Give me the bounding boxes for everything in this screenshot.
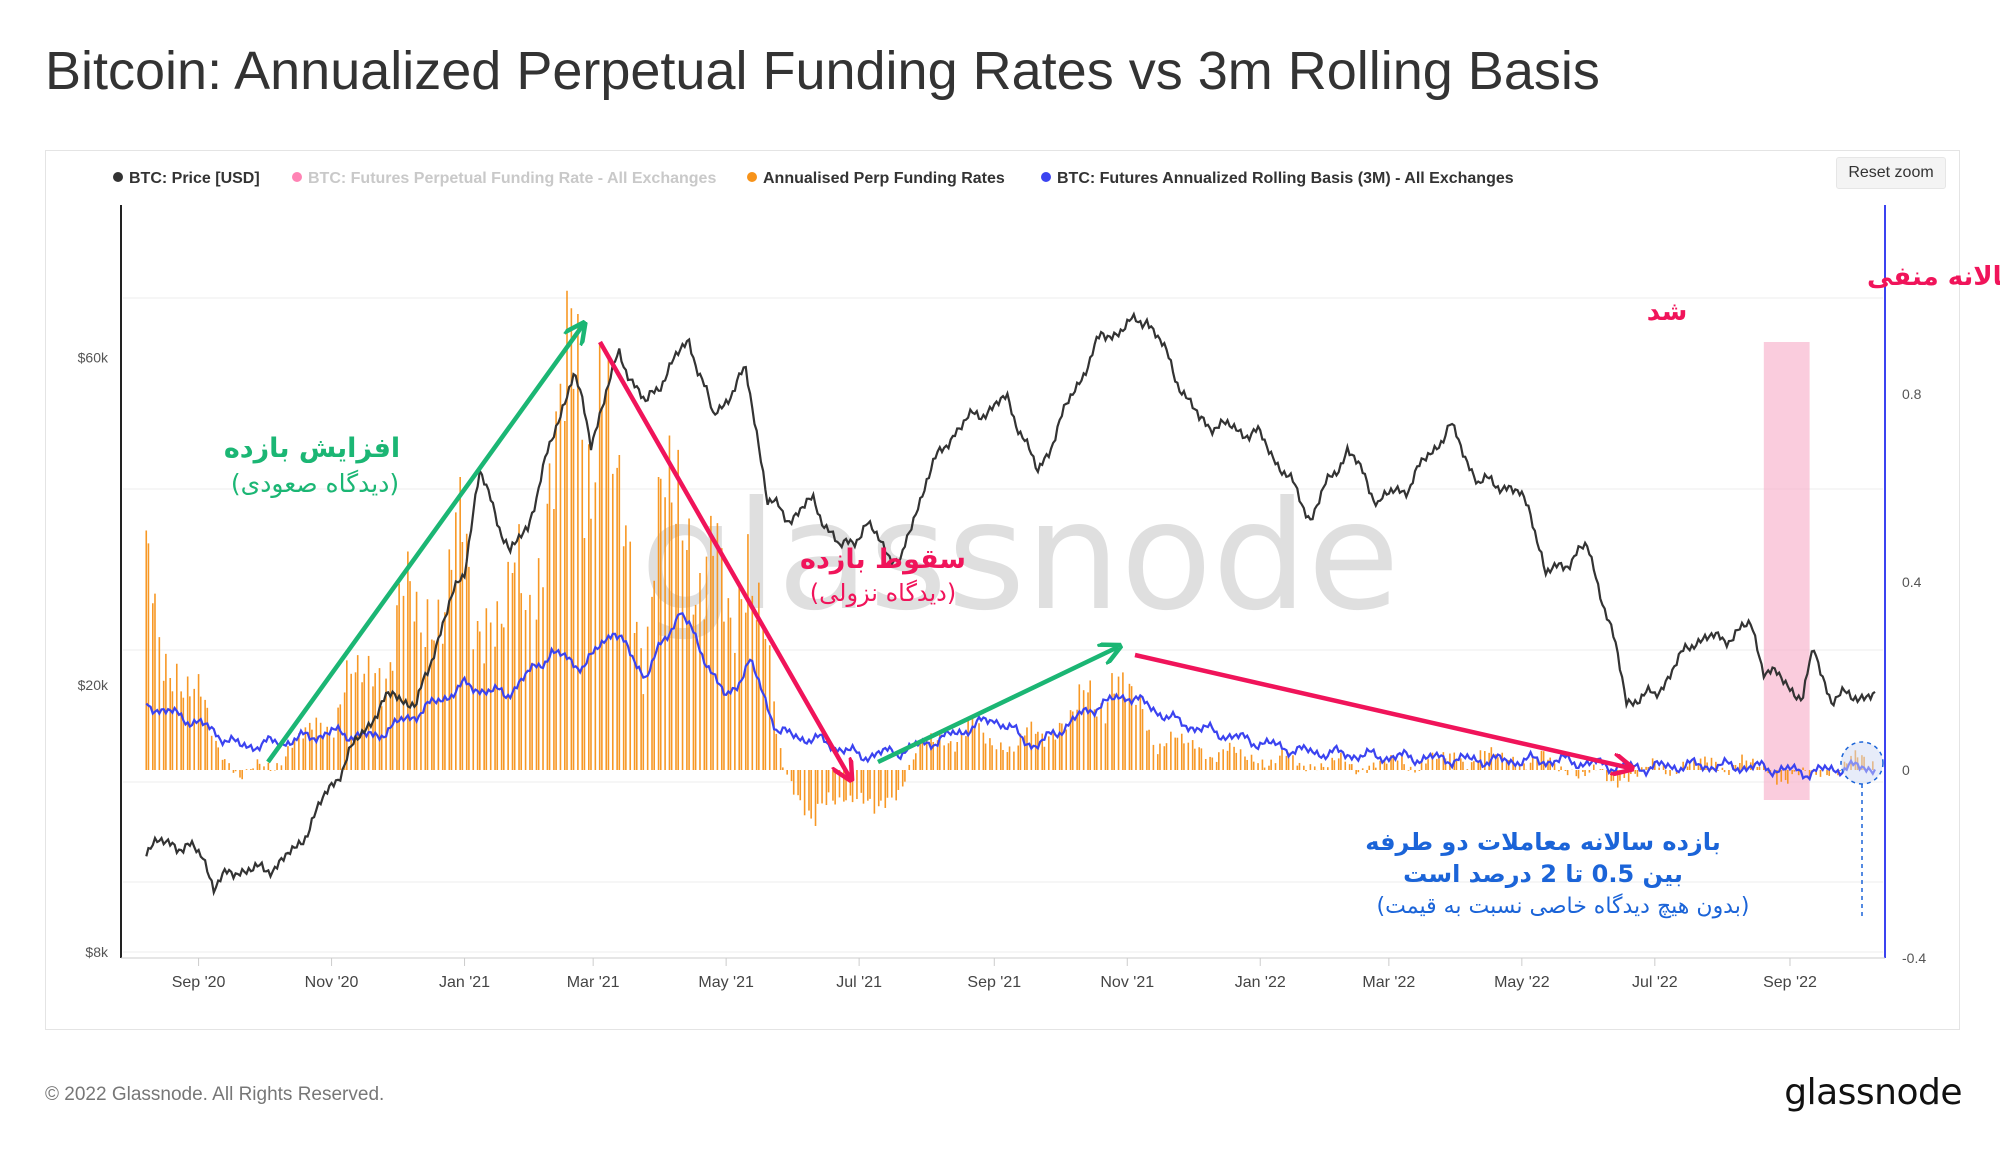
legend-item-2[interactable]: Annualised Perp Funding Rates — [747, 170, 1005, 187]
footer-logo: glassnode — [1784, 1072, 1962, 1113]
basis-annotation-line2: بین 0.5 تا 2 درصد است — [1403, 860, 1683, 888]
left-tick-1: $20k — [78, 677, 109, 693]
left-tick-2: $8k — [85, 944, 109, 960]
legend-dot-1 — [292, 172, 302, 182]
right-tick-2: 0.4 — [1902, 574, 1922, 590]
negative-yield-highlight — [1763, 342, 1810, 800]
watermark-text: glassnode — [640, 470, 1399, 644]
rise-annotation-sub: (دیدگاه صعودی) — [231, 469, 399, 498]
chart-frame — [45, 150, 1960, 1030]
legend-label-3: BTC: Futures Annualized Rolling Basis (3… — [1057, 170, 1514, 187]
rise-annotation-title: افزایش بازده — [224, 433, 400, 464]
negative-yield-annotation-line1: به طور مختصر بازده سالانه منفی — [1867, 262, 2000, 292]
legend-item-3[interactable]: BTC: Futures Annualized Rolling Basis (3… — [1041, 170, 1514, 187]
right-axis-ticks: -0.4 0 0.4 0.8 — [1902, 386, 1926, 966]
negative-yield-annotation-line2: شد — [1647, 297, 1688, 327]
x-tick-7: Nov '21 — [1100, 974, 1154, 991]
legend-item-0[interactable]: BTC: Price [USD] — [113, 170, 260, 187]
rise-arrow-2 — [877, 647, 1118, 765]
x-tick-4: May '21 — [698, 974, 754, 991]
left-axis-ticks: $60k $20k $8k — [78, 349, 109, 960]
legend-dot-3 — [1041, 172, 1051, 182]
legend-item-1[interactable]: BTC: Futures Perpetual Funding Rate - Al… — [292, 170, 716, 187]
x-tick-12: Sep '22 — [1763, 974, 1817, 991]
x-tick-5: Jul '21 — [836, 974, 882, 991]
basis-annotation-sub: (بدون هیچ دیدگاه خاصی نسبت به قیمت) — [1377, 893, 1750, 919]
x-tick-1: Nov '20 — [305, 974, 359, 991]
basis-annotation-line1: بازده سالانه معاملات دو طرفه — [1365, 828, 1720, 856]
rolling-basis-line — [145, 612, 1876, 782]
right-tick-0: -0.4 — [1902, 950, 1926, 966]
legend-dot-2 — [747, 172, 757, 182]
right-tick-3: 0.8 — [1902, 386, 1922, 402]
x-tick-11: Jul '22 — [1632, 974, 1678, 991]
fall-annotation-title: سقوط بازده — [800, 544, 966, 575]
recent-basis-marker — [1840, 741, 1884, 785]
chart-legend: BTC: Price [USD] BTC: Futures Perpetual F… — [113, 170, 1514, 187]
x-tick-6: Sep '21 — [967, 974, 1021, 991]
legend-label-0: BTC: Price [USD] — [129, 170, 260, 187]
reset-zoom-button[interactable]: Reset zoom — [1836, 157, 1946, 189]
rise-arrow — [266, 325, 583, 764]
btc-price-line — [145, 311, 1876, 897]
fall-arrow-2 — [1134, 652, 1630, 768]
fall-annotation-sub: (دیدگاه نزولی) — [810, 579, 956, 607]
left-tick-0: $60k — [78, 349, 109, 365]
fall-arrow — [598, 340, 850, 778]
x-axis-ticks: Sep '20 Nov '20 Jan '21 Mar '21 May '21 Jul '… — [172, 958, 1817, 991]
x-tick-9: Mar '22 — [1362, 974, 1415, 991]
x-tick-10: May '22 — [1494, 974, 1550, 991]
right-tick-1: 0 — [1902, 762, 1910, 778]
legend-label-2: Annualised Perp Funding Rates — [763, 170, 1005, 187]
x-tick-8: Jan '22 — [1235, 974, 1286, 991]
footer-copyright: © 2022 Glassnode. All Rights Reserved. — [45, 1084, 385, 1105]
legend-label-1: BTC: Futures Perpetual Funding Rate - Al… — [308, 170, 716, 187]
x-tick-2: Jan '21 — [439, 974, 490, 991]
legend-dot-0 — [113, 172, 123, 182]
page-title: Bitcoin: Annualized Perpetual Funding Ra… — [45, 41, 1600, 101]
x-tick-0: Sep '20 — [172, 974, 226, 991]
x-tick-3: Mar '21 — [567, 974, 620, 991]
